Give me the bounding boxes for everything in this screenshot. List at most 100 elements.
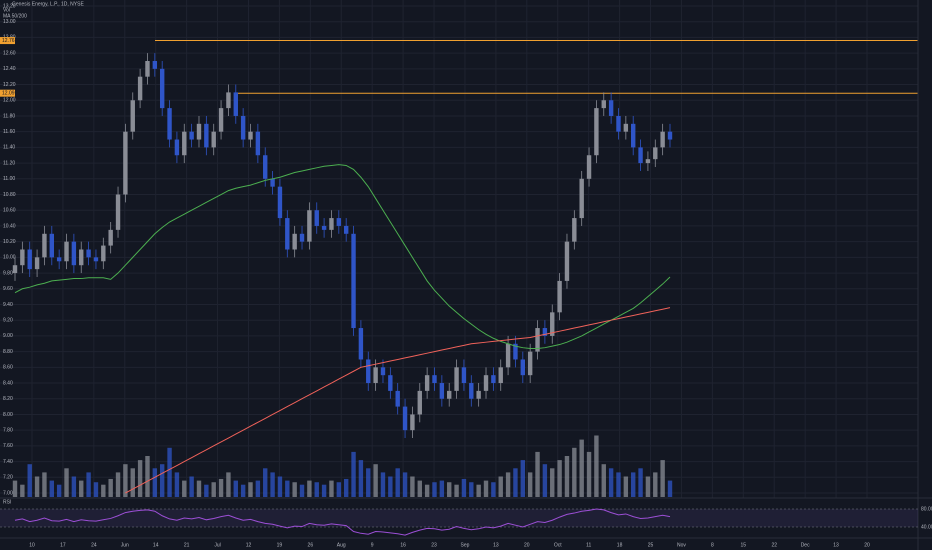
y-tick-label: 7.80 <box>3 427 13 433</box>
candle-body <box>218 108 224 132</box>
volume-bar <box>248 482 253 497</box>
y-tick-label: 12.00 <box>3 98 16 104</box>
y-tick-label: 10.20 <box>3 239 16 245</box>
labels: 7.00 7.20 7.40 7.60 7.80 8.00 8.20 8.40 8.60 8.80… <box>0 3 932 548</box>
candle-body <box>653 147 658 160</box>
volume <box>12 435 673 497</box>
candle-body <box>358 328 364 360</box>
candle-body <box>86 249 91 258</box>
candle-body <box>402 406 408 431</box>
candle-body <box>351 233 356 329</box>
candle-body <box>307 210 312 242</box>
y-tick-label: 9.60 <box>3 286 13 292</box>
x-tick-label: 22 <box>771 542 777 548</box>
y-tick-label: 13.20 <box>3 3 16 9</box>
volume-bar <box>137 460 143 497</box>
volume-bar <box>366 468 371 497</box>
x-tick-label: 18 <box>617 542 623 548</box>
candle-body <box>152 60 158 69</box>
y-tick-label: 8.40 <box>3 380 13 386</box>
volume-bar <box>616 472 621 497</box>
volume-bar <box>167 447 172 497</box>
candle-body <box>49 233 54 258</box>
rsi-tick-label: 80.00 <box>921 506 932 512</box>
volume-bar <box>174 472 180 497</box>
volume-bar <box>277 476 283 497</box>
grid <box>0 0 918 538</box>
volume-bar <box>12 480 18 497</box>
x-tick-label: 19 <box>277 542 283 548</box>
ma-label: MA 50/200 <box>3 13 27 19</box>
volume-bar <box>218 478 224 497</box>
candle-body <box>233 92 238 116</box>
x-tick-label: 15 <box>741 542 747 548</box>
rsi-line <box>14 508 671 536</box>
y-tick-label: 7.60 <box>3 443 13 449</box>
candle-body <box>498 367 503 384</box>
volume-bar <box>233 480 238 497</box>
candle-body <box>226 92 231 109</box>
candle-body <box>601 100 606 109</box>
candle-body <box>270 178 275 187</box>
candle-body <box>248 131 253 140</box>
volume-bar <box>329 480 334 497</box>
volume-bar <box>491 482 496 497</box>
candle-body <box>115 194 121 230</box>
volume-bar <box>667 480 673 497</box>
candle-body <box>623 123 629 132</box>
volume-bar <box>557 460 562 497</box>
volume-bar <box>152 468 158 497</box>
y-tick-label: 10.80 <box>3 192 16 198</box>
candle-body <box>380 367 386 376</box>
candle-body <box>93 257 99 262</box>
x-tick-label: Nov <box>677 542 686 548</box>
candle-body <box>211 131 216 148</box>
volume-bar <box>623 476 629 497</box>
symbol-title: Genesis Energy, L.P., 1D, NYSE <box>12 1 84 7</box>
volume-bar <box>226 472 231 497</box>
rsi-tick-label: 40.00 <box>921 524 932 530</box>
y-tick-label: 10.00 <box>3 255 16 261</box>
y-tick-label: 10.60 <box>3 208 16 214</box>
candle-body <box>12 265 18 274</box>
volume-bar <box>20 484 25 497</box>
volume-bar <box>447 482 452 497</box>
volume-bar <box>79 480 84 497</box>
candle-body <box>483 375 489 391</box>
x-tick-label: 8 <box>711 542 714 548</box>
candle-body <box>454 367 459 391</box>
volume-bar <box>498 476 503 497</box>
candle-body <box>277 186 283 219</box>
volume-bar <box>93 482 99 497</box>
levels <box>155 40 918 94</box>
x-tick-label: 20 <box>864 542 870 548</box>
volume-bar <box>42 472 47 497</box>
volume-bar <box>351 451 356 497</box>
candle-body <box>631 123 636 148</box>
candle-body <box>240 115 246 140</box>
candle-body <box>410 414 415 431</box>
candle-body <box>535 328 540 352</box>
candle-body <box>159 68 165 109</box>
candle-body <box>638 147 643 164</box>
volume-bar <box>204 484 209 497</box>
volume-bar <box>432 482 437 497</box>
candle-body <box>469 383 474 399</box>
candle-body <box>20 249 25 266</box>
volume-bar <box>542 464 548 497</box>
ma-line <box>14 164 671 349</box>
candle-body <box>586 155 592 179</box>
y-tick-label: 9.40 <box>3 302 13 308</box>
volume-bar <box>527 472 533 497</box>
volume-bar <box>211 482 216 497</box>
x-tick-label: 9 <box>371 542 374 548</box>
y-tick-label: 7.40 <box>3 459 13 465</box>
rsi <box>0 508 918 536</box>
volume-bar <box>159 464 165 497</box>
candle-body <box>145 60 150 77</box>
volume-bar <box>410 476 415 497</box>
y-tick-label: 9.20 <box>3 318 13 324</box>
volume-bar <box>189 476 194 497</box>
candle-body <box>167 108 172 140</box>
